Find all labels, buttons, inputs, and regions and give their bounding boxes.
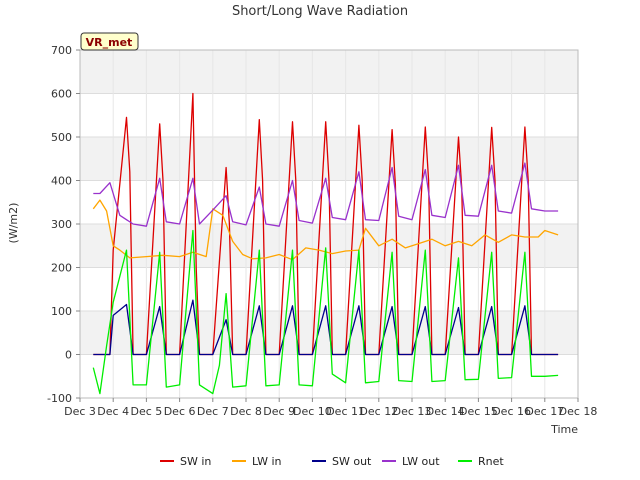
x-tick-label: Dec 6 xyxy=(164,405,196,418)
station-badge-label: VR_met xyxy=(86,36,133,49)
legend-label-sw-out: SW out xyxy=(332,455,372,468)
legend-label-rnet: Rnet xyxy=(478,455,504,468)
y-tick-label: 200 xyxy=(51,262,72,275)
x-tick-label: Dec 5 xyxy=(131,405,163,418)
x-tick-label: Dec 14 xyxy=(426,405,465,418)
series-line-lw-out xyxy=(93,162,559,227)
x-tick-label: Dec 7 xyxy=(197,405,229,418)
x-tick-label: Dec 4 xyxy=(97,405,129,418)
x-tick-label: Dec 16 xyxy=(492,405,531,418)
legend: SW in LW in SW out LW out Rnet xyxy=(160,455,504,468)
x-tick-label: Dec 12 xyxy=(359,405,398,418)
x-tick-label: Dec 8 xyxy=(230,405,262,418)
y-axis-label: (W/m2) xyxy=(7,203,20,244)
x-tick-label: Dec 15 xyxy=(459,405,498,418)
legend-label-lw-out: LW out xyxy=(402,455,440,468)
legend-label-sw-in: SW in xyxy=(180,455,211,468)
x-tick-label: Dec 13 xyxy=(393,405,432,418)
y-tick-label: -100 xyxy=(47,392,72,405)
x-axis-label: Time xyxy=(550,423,578,436)
x-tick-label: Dec 10 xyxy=(293,405,332,418)
station-badge-box xyxy=(80,32,139,51)
plot-band xyxy=(80,224,578,268)
y-tick-label: 400 xyxy=(51,175,72,188)
y-tick-label: 500 xyxy=(51,131,72,144)
y-tick-label: 700 xyxy=(51,44,72,57)
series-line-rnet xyxy=(92,229,559,395)
legend-label-lw-in: LW in xyxy=(252,455,282,468)
y-tick-label: 100 xyxy=(51,305,72,318)
x-tick-label: Dec 11 xyxy=(326,405,365,418)
station-badge: VR_met xyxy=(80,32,139,51)
x-tick-label: Dec 3 xyxy=(64,405,96,418)
y-tick-label: 0 xyxy=(65,349,72,362)
plot-band xyxy=(80,50,578,94)
x-tick-label: Dec 9 xyxy=(263,405,295,418)
axes xyxy=(76,49,579,402)
y-tick-label: 300 xyxy=(51,218,72,231)
series-line-lw-in xyxy=(92,199,559,261)
series-line-sw-out xyxy=(93,299,559,356)
x-tick-label: Dec 17 xyxy=(525,405,564,418)
chart-title: Short/Long Wave Radiation xyxy=(232,4,408,19)
y-tick-label: 600 xyxy=(51,88,72,101)
series-lines xyxy=(92,92,559,395)
x-tick-label: Dec 18 xyxy=(559,405,598,418)
